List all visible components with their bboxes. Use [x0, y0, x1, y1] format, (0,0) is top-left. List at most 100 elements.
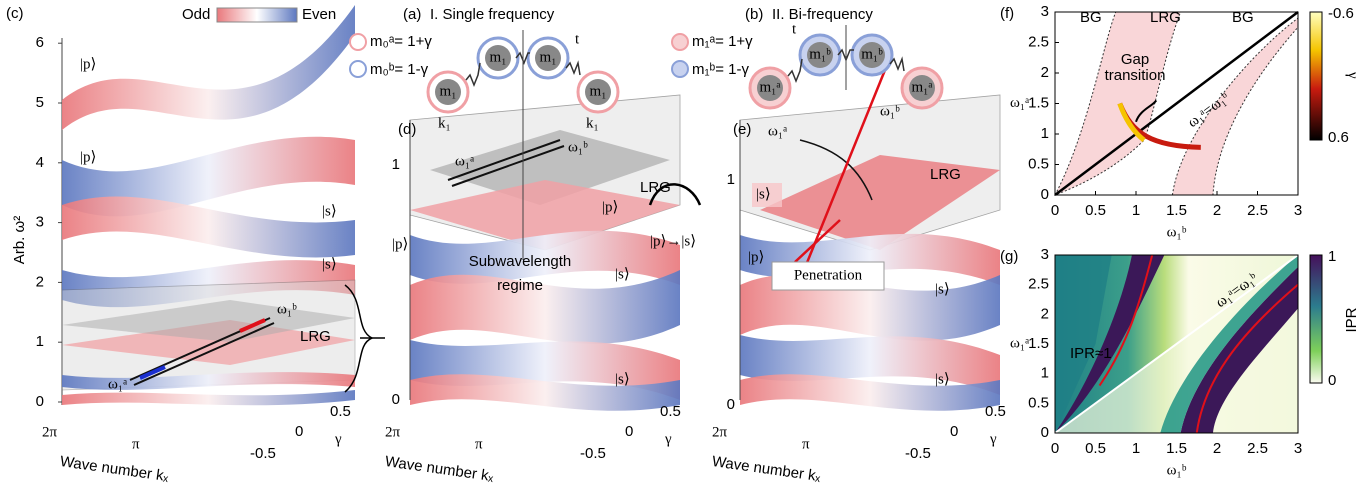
- tick-label: 0: [727, 396, 735, 413]
- tick-label: 0.5: [660, 403, 681, 420]
- tick-label: 0: [1328, 372, 1336, 389]
- spring-label: k₁: [438, 115, 451, 131]
- state-label: |p⟩: [602, 199, 618, 215]
- omega-label: ω₁ᵇ: [880, 103, 900, 119]
- state-label: |s⟩: [615, 266, 630, 282]
- panel-title: I. Single frequency: [430, 6, 555, 23]
- state-label: |s⟩: [756, 186, 771, 202]
- tick-label: 2.5: [1247, 440, 1268, 457]
- axis-label: Wave number kₓ: [711, 453, 822, 485]
- tick-label: -0.5: [250, 445, 276, 462]
- tick-label: 1.5: [1028, 94, 1049, 111]
- region-label: BG: [1232, 9, 1254, 26]
- label: Odd: [182, 6, 210, 23]
- transition-label: |p⟩→|s⟩: [650, 233, 696, 249]
- legend-swatch: [350, 61, 366, 77]
- region-lrg: [1172, 18, 1298, 195]
- omega-label: ω₁ᵇ: [568, 139, 588, 155]
- mass-label: m₁: [590, 83, 607, 99]
- annotation: Gap: [1121, 51, 1149, 68]
- tick-label: 4: [36, 154, 44, 171]
- region-label: LRG: [1150, 9, 1181, 26]
- tick-label: 3: [1294, 202, 1302, 219]
- panel-title: II. Bi-frequency: [772, 6, 873, 23]
- spring: [890, 59, 904, 71]
- annotation: transition: [1105, 67, 1166, 84]
- panel-label: (g): [1000, 248, 1018, 265]
- legend-label: m₁ᵃ= 1+γ: [692, 33, 753, 50]
- surface: [410, 270, 680, 344]
- axis-label: γ: [664, 431, 672, 447]
- tick-label: 2π: [712, 424, 728, 440]
- tick-label: 0: [392, 391, 400, 408]
- gap-label: LRG: [300, 328, 331, 345]
- state-label: |s⟩: [322, 256, 337, 272]
- axis-label: Wave number kₓ: [59, 453, 170, 485]
- axis-label: ω₁ᵃ: [1010, 95, 1029, 111]
- axis-label: γ: [989, 431, 997, 447]
- region-label: Subwavelength: [469, 253, 572, 270]
- tick-label: 2π: [385, 424, 401, 440]
- panel-label: (e): [733, 121, 751, 138]
- legend-swatch: [350, 34, 366, 50]
- tick-label: 3: [36, 214, 44, 231]
- spring-label: t: [575, 31, 580, 47]
- tick-label: 0: [1051, 202, 1059, 219]
- tick-label: 2: [1213, 440, 1221, 457]
- tick-label: 0.5: [1028, 394, 1049, 411]
- tick-label: 0.6: [1328, 129, 1349, 146]
- tick-label: 1: [1041, 125, 1049, 142]
- axis-label: IPR: [1343, 307, 1360, 332]
- state-label: |p⟩: [392, 236, 408, 252]
- tick-label: 2.5: [1028, 33, 1049, 50]
- tick-label: 0: [1041, 424, 1049, 441]
- state-label: |s⟩: [935, 281, 950, 297]
- state-label: |p⟩: [748, 249, 764, 265]
- tick-label: 0.5: [985, 403, 1006, 420]
- tick-label: 0: [950, 423, 958, 440]
- mass-label: m₁ᵃ: [760, 79, 781, 95]
- state-label: |p⟩: [80, 56, 96, 72]
- tick-label: 0.5: [1085, 440, 1106, 457]
- figure: (c)OddEvenArb. ω²0123456|p⟩|p⟩|s⟩|s⟩ω₁ᵃω…: [0, 0, 1369, 489]
- tick-label: 0: [1051, 440, 1059, 457]
- tick-label: 5: [36, 94, 44, 111]
- tick-label: 2.5: [1247, 202, 1268, 219]
- tick-label: 6: [36, 34, 44, 51]
- gap-label: LRG: [930, 166, 961, 183]
- tick-label: π: [802, 436, 810, 452]
- tick-label: 3: [1041, 246, 1049, 263]
- annotation: IPR≈1: [1070, 345, 1112, 362]
- tick-label: 1: [1041, 365, 1049, 382]
- tick-label: 2: [36, 273, 44, 290]
- axis-label: γ: [334, 431, 342, 447]
- tick-label: 1: [1132, 440, 1140, 457]
- tick-label: 1.5: [1166, 440, 1187, 457]
- axis-label: Wave number kₓ: [384, 453, 495, 485]
- tick-label: 3: [1294, 440, 1302, 457]
- axis-label: γ: [1345, 71, 1361, 79]
- tick-label: 2: [1213, 202, 1221, 219]
- state-label: |p⟩: [80, 149, 96, 165]
- state-label: |s⟩: [322, 203, 337, 219]
- tick-label: 2: [1041, 64, 1049, 81]
- gap-label: LRG: [640, 179, 671, 196]
- mass-label: m₁: [490, 49, 507, 65]
- tick-label: 0.5: [330, 403, 351, 420]
- colorbar: [217, 8, 297, 22]
- state-label: |s⟩: [615, 371, 630, 387]
- region-label: regime: [497, 277, 543, 294]
- mass-label: m₁ᵇ: [861, 46, 883, 62]
- colorbar: [1310, 255, 1322, 383]
- tick-label: 1.5: [1028, 335, 1049, 352]
- axis-label: Arb. ω²: [11, 216, 28, 264]
- tick-label: 1: [392, 156, 400, 173]
- annotation: Penetration: [794, 267, 863, 283]
- tick-label: 0.5: [1028, 155, 1049, 172]
- label: Even: [302, 6, 336, 23]
- legend-label: m₀ᵃ= 1+γ: [370, 33, 432, 50]
- tick-label: 1: [36, 333, 44, 350]
- panel-label: (a): [403, 6, 421, 23]
- mass-label: m₁ᵃ: [912, 79, 933, 95]
- omega-label: ω₁ᵃ: [455, 153, 474, 169]
